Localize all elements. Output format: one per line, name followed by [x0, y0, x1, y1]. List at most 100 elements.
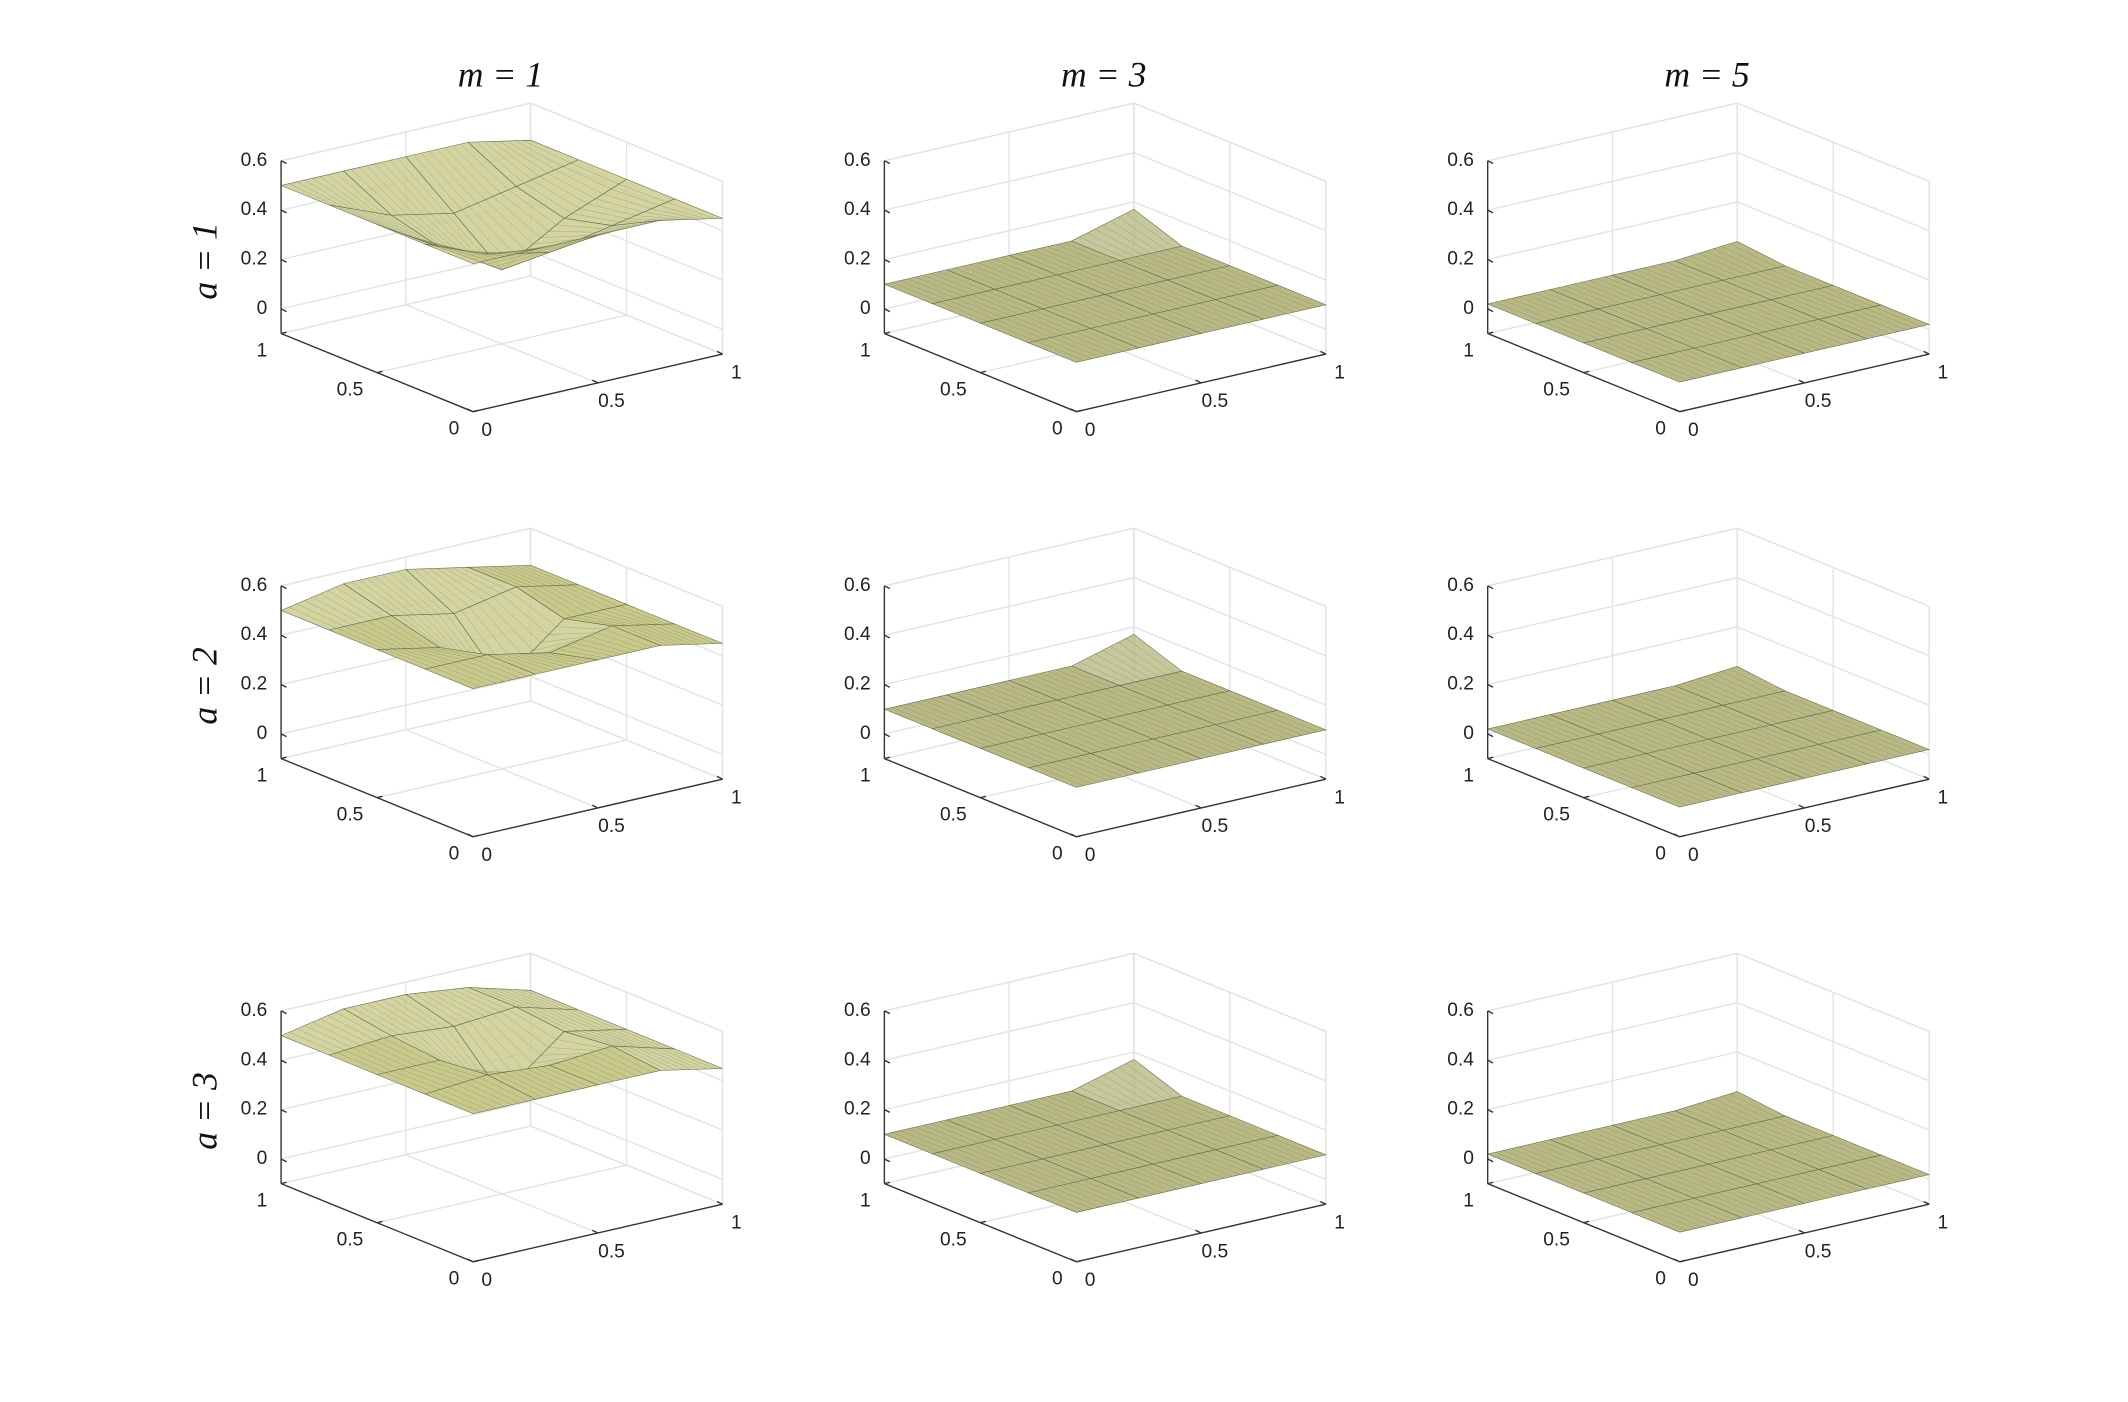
mesh-line	[1668, 292, 1717, 313]
mesh-line	[1635, 694, 1684, 715]
mesh-line	[495, 654, 544, 673]
mesh-line	[532, 1055, 582, 1064]
y-tick	[376, 1220, 383, 1224]
y-tick	[472, 834, 479, 838]
mesh-line	[1779, 328, 1828, 349]
mesh-line	[1769, 1119, 1818, 1140]
mesh-line	[1102, 1075, 1151, 1104]
mesh-line	[1778, 722, 1827, 743]
mesh-line	[1094, 1079, 1144, 1106]
mesh-line	[1630, 1182, 1679, 1203]
mesh-line	[1809, 1140, 1858, 1161]
mesh-line	[1144, 1135, 1193, 1156]
mesh-line	[375, 1040, 424, 1065]
x-tick-label: 0.5	[598, 816, 625, 837]
mesh-line	[1605, 307, 1654, 327]
mesh-line	[1654, 356, 1704, 377]
mesh-line	[1112, 1142, 1161, 1163]
mesh-line	[540, 635, 589, 643]
mesh-line	[1058, 1155, 1107, 1176]
mesh-line	[1620, 1123, 1669, 1144]
mesh-line	[1682, 683, 1731, 704]
mesh-line	[1723, 1160, 1773, 1181]
mesh-line	[1551, 1169, 1600, 1190]
grid-line	[530, 250, 723, 331]
grid-line	[280, 1100, 531, 1160]
mesh-line	[408, 1067, 457, 1085]
mesh-line	[1214, 1119, 1263, 1140]
mesh-line	[383, 617, 432, 648]
mesh-line	[580, 639, 630, 653]
mesh-line	[1518, 1146, 1567, 1167]
mesh-line	[970, 1114, 1019, 1135]
x-tick-label: 0	[1688, 420, 1699, 441]
mesh-line	[1825, 287, 1874, 307]
z-tick	[1487, 683, 1494, 688]
surface-plot: 0 0.5 1 0 0.5 1 0 0.2 0.4 0.6	[1447, 102, 1948, 441]
z-tick	[280, 1010, 287, 1015]
mesh-line	[1081, 724, 1130, 745]
z-tick	[280, 733, 287, 738]
grid-line	[884, 952, 1135, 1012]
y-tick-label: 0.5	[940, 380, 967, 401]
mesh-line	[319, 1018, 369, 1044]
z-tick-label: 0.2	[844, 1099, 871, 1120]
mesh-line	[507, 989, 556, 1009]
mesh-line	[1175, 703, 1224, 724]
mesh-line	[1651, 690, 1700, 711]
mesh-line	[603, 193, 652, 210]
mesh-line	[1604, 276, 1653, 297]
mesh-line	[1103, 263, 1153, 284]
mesh-line	[344, 1050, 393, 1072]
y-tick	[1583, 795, 1590, 799]
mesh-line	[1192, 1154, 1241, 1175]
row-label: a = 2	[185, 647, 225, 725]
mesh-line	[1059, 760, 1108, 781]
mesh-line	[1088, 267, 1137, 288]
mesh-line	[1621, 728, 1670, 749]
mesh-line	[1574, 1164, 1623, 1185]
mesh-line	[1495, 726, 1544, 747]
mesh-line	[1762, 1151, 1812, 1172]
mesh-line	[1620, 273, 1669, 294]
x-tick-label: 0	[1085, 420, 1096, 441]
mesh-line	[573, 642, 622, 655]
mesh-line	[1653, 751, 1702, 772]
mesh-line	[1543, 321, 1592, 342]
mesh-line	[1025, 1132, 1075, 1152]
mesh-line	[304, 179, 353, 210]
mesh-line	[1721, 246, 1770, 270]
mesh-line	[1748, 1185, 1797, 1206]
mesh-line	[1110, 1071, 1159, 1102]
mesh-line	[526, 240, 575, 254]
mesh-line	[1110, 646, 1159, 677]
mesh-line	[1731, 733, 1780, 754]
mesh-line	[1794, 1144, 1843, 1165]
mesh-line	[931, 1123, 980, 1144]
mesh-line	[1034, 1160, 1084, 1181]
mesh-line	[532, 639, 582, 651]
surface-patch	[424, 1074, 537, 1114]
mesh-line	[1055, 244, 1105, 265]
mesh-line	[1510, 723, 1560, 744]
mesh-line	[1653, 1176, 1702, 1197]
mesh-line	[1669, 748, 1718, 768]
mesh-line	[296, 1028, 345, 1051]
mesh-line	[1573, 283, 1622, 304]
z-tick	[884, 308, 891, 313]
mesh-line	[1128, 288, 1177, 309]
mesh-line	[1810, 1171, 1860, 1191]
mesh-line	[915, 1126, 964, 1147]
mesh-line	[1081, 1149, 1130, 1170]
mesh-line	[1135, 1106, 1184, 1127]
mesh-line	[995, 1169, 1045, 1190]
mesh-line	[1051, 337, 1100, 358]
mesh-line	[1817, 713, 1866, 734]
mesh-line	[1064, 697, 1114, 718]
mesh-line	[1691, 1137, 1740, 1158]
mesh-line	[502, 1072, 552, 1096]
mesh-line	[1682, 258, 1731, 279]
z-tick	[1487, 1108, 1494, 1113]
mesh-line	[627, 218, 676, 221]
mesh-line	[1027, 1162, 1076, 1183]
